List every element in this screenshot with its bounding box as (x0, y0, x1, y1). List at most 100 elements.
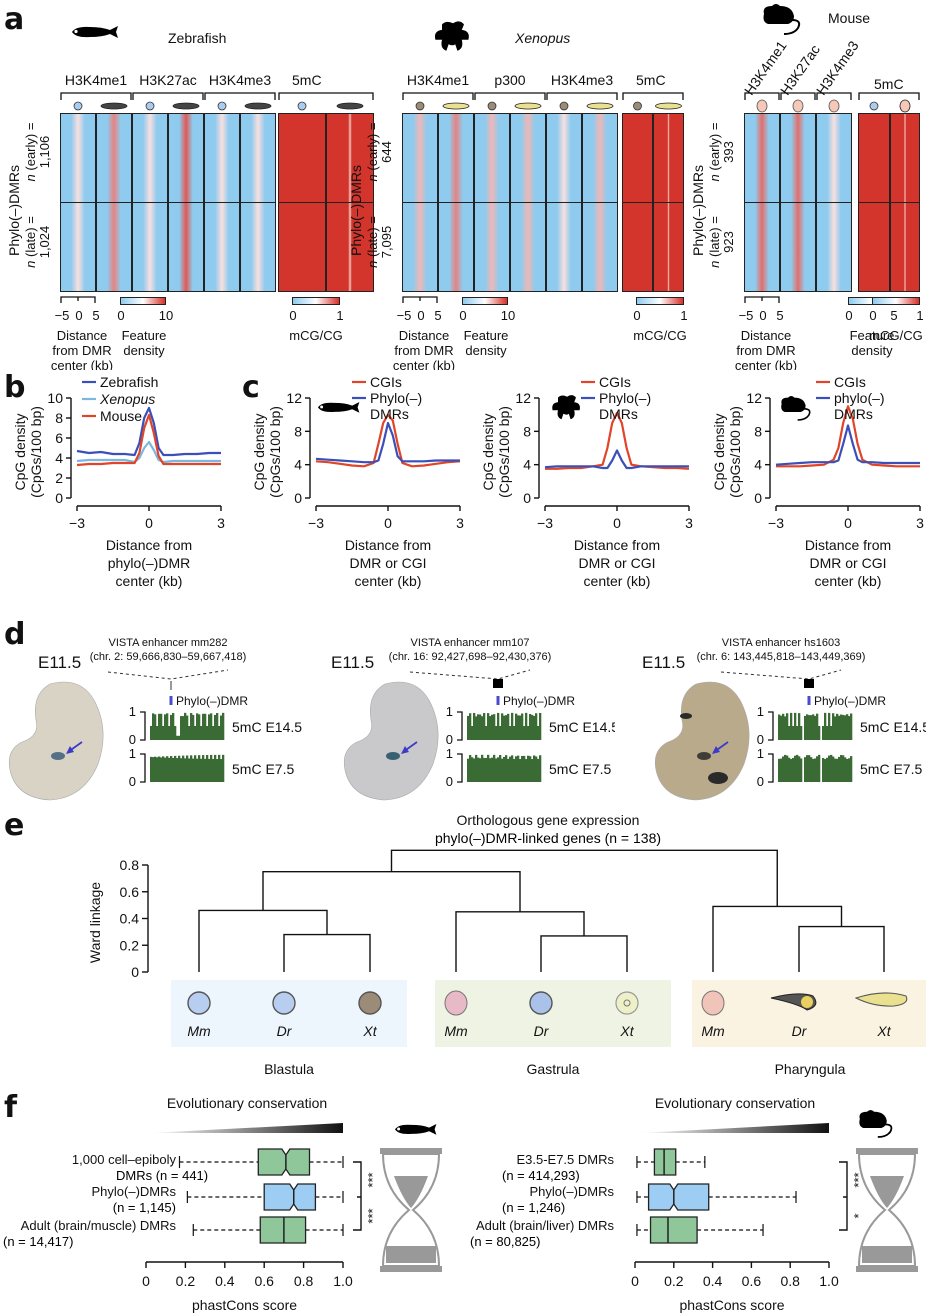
legend-label: Zebrafish (100, 374, 158, 390)
heatmap-divider (510, 202, 546, 203)
x-tick-label: 0 (145, 515, 153, 531)
track-ymin: 0 (129, 732, 136, 747)
heatmap-divider (474, 202, 510, 203)
methylation-bar (519, 759, 522, 782)
colorbar-min-label: 0 (459, 308, 466, 323)
enhancer-marker (804, 679, 814, 688)
legend-label: CGIs (599, 374, 631, 390)
heatmap-divider (278, 202, 326, 203)
methyl-bracket (858, 92, 920, 100)
lacz-stain (51, 752, 65, 760)
heatmap-divider (60, 202, 96, 203)
methylation-bar (198, 755, 201, 782)
methylation-bar (515, 713, 518, 740)
methylation-bar (210, 713, 213, 740)
arrow-head (712, 746, 720, 754)
colorbar-label: density (465, 343, 507, 358)
methylation-bar (507, 713, 510, 740)
distance-scale-bar (60, 296, 96, 303)
methylation-bar (156, 726, 159, 740)
mouse-icon (781, 396, 811, 421)
dendrogram-branch (283, 933, 371, 972)
methylation-bar (164, 757, 167, 782)
methylation-bar (824, 712, 827, 740)
y-axis-label: CpG density (251, 413, 267, 490)
phylo-dmr-marker (496, 696, 500, 705)
mark-bracket (474, 92, 546, 100)
methylation-bar (154, 756, 157, 782)
zoom-lines (107, 669, 229, 680)
zoom-lines (720, 669, 842, 680)
methylation-bar (513, 726, 516, 740)
box (259, 1216, 307, 1244)
box-label: Phylo(–)DMRs (91, 1184, 176, 1199)
series-line-phylo-dmrs (544, 449, 689, 470)
methylation-bar (493, 754, 496, 782)
x-tick-label: 3 (456, 515, 464, 531)
methylation-bar (798, 713, 801, 740)
y-tick-label: 0.4 (120, 911, 140, 927)
distance-axis-label: from DMR (52, 343, 111, 358)
methylation-bar (469, 713, 472, 740)
conservation-gradient (150, 1123, 343, 1133)
methylation-bar (160, 713, 163, 740)
methylation-bar (182, 755, 185, 782)
track-ymin: 0 (129, 774, 136, 789)
methylation-bar (818, 754, 821, 782)
colorbar-label: Feature (850, 328, 895, 343)
zebrafish-icon (318, 402, 360, 413)
embryo-stage-icon (792, 99, 804, 113)
dendrogram-branch (262, 870, 521, 912)
track-ymin: 0 (757, 732, 764, 747)
enhancer-coordinates: (chr. 6: 143,445,818–143,449,369) (697, 651, 866, 663)
methylation-bar (212, 726, 215, 740)
x-axis-label: Distance from (805, 537, 891, 553)
methylation-bar (836, 713, 839, 740)
methylation-bar (491, 714, 494, 740)
group-background-gastrula (435, 980, 671, 1047)
legend-label: DMRs (834, 406, 873, 422)
methylation-bar (848, 758, 851, 782)
methylation-bar (509, 726, 512, 740)
colorbar-min-label: 0 (289, 308, 296, 323)
methylation-bar (539, 755, 542, 782)
methylation-bar (160, 757, 163, 782)
x-tick-label: 0.4 (215, 1273, 235, 1289)
histone-mark-label: H3K4me1 (406, 72, 470, 88)
phylo-dmr-marker (807, 696, 811, 705)
methylation-bar (830, 754, 833, 782)
colorbar-max-label: 1 (336, 308, 343, 323)
panel-label-f: f (4, 1090, 18, 1125)
methylation-bar (222, 754, 225, 782)
y-axis-label: CpG density (12, 413, 28, 490)
enhancer-marker (493, 679, 503, 688)
methylation-bar (479, 758, 482, 782)
embryo-stage-icon (442, 102, 470, 110)
series-line-cgis (545, 411, 690, 470)
x-tick-label: 0.6 (742, 1273, 762, 1289)
methylation-bar (782, 713, 785, 740)
methylation-bar (850, 713, 853, 740)
lacz-stain (386, 752, 400, 760)
methylation-bar (786, 755, 789, 782)
methylation-bar (527, 755, 530, 782)
y-tick-label: 8 (523, 423, 531, 439)
legend-label: Phylo(–) (599, 390, 651, 406)
dendrogram-branch (712, 905, 843, 972)
zoom-lines (409, 669, 531, 680)
x-axis-label: DMR or CGI (810, 555, 887, 571)
methylation-bar (517, 715, 520, 740)
embryo-image (343, 681, 439, 801)
box (257, 1148, 311, 1176)
stage-label: E11.5 (38, 653, 81, 672)
x-axis-label: phastCons score (192, 1297, 297, 1313)
y-tick-label: 4 (754, 457, 762, 473)
leaf-label: Dr (277, 1023, 293, 1039)
box-label: Phylo(–)DMRs (529, 1184, 614, 1199)
methylation-bar (850, 756, 853, 782)
histone-mark-label: H3K4me3 (550, 72, 614, 88)
methylation-bar (792, 757, 795, 782)
methylation-bar (210, 754, 213, 782)
colorbar-min-label: 0 (845, 308, 852, 323)
